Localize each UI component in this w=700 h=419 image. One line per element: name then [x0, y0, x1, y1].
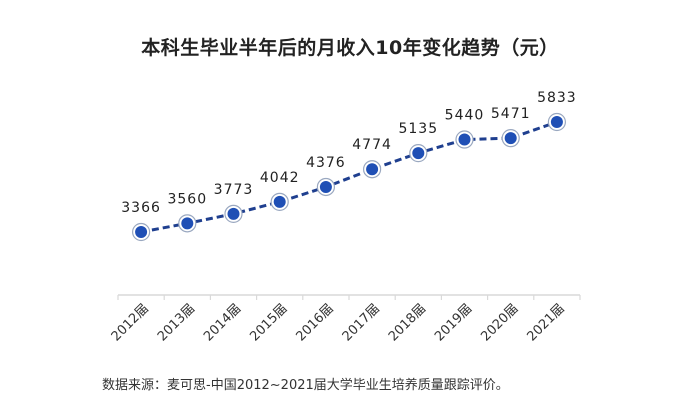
series-line: [140, 120, 558, 234]
x-tick-label: 2016届: [294, 301, 337, 344]
x-axis-tick-labels: 2012届 2013届 2014届 2015届 2016届 2017届 2018届 2019届…: [109, 301, 568, 344]
x-tick-label: 2021届: [525, 301, 568, 344]
data-point: [224, 204, 243, 223]
data-point: [501, 129, 520, 148]
data-label: 3773: [214, 182, 254, 198]
x-tick-label: 2020届: [478, 301, 521, 344]
chart-title: 本科生毕业半年后的月收入10年变化趋势（元）: [141, 37, 559, 59]
x-tick-label: 2013届: [155, 301, 198, 344]
data-point: [316, 177, 335, 197]
data-point: [547, 112, 567, 132]
x-tick-label: 2018届: [386, 301, 429, 344]
x-tick-label: 2019届: [432, 301, 475, 344]
data-point: [270, 192, 289, 211]
series-monthly-income: [132, 112, 567, 242]
data-label: 5135: [398, 121, 438, 137]
data-label: 5833: [537, 90, 577, 106]
data-label: 3366: [121, 200, 161, 216]
data-point: [363, 160, 382, 179]
x-tick-label: 2015届: [247, 301, 290, 344]
data-labels: 3366 3560 3773 4042 4376 4774 5135 5440 5471 5833: [121, 90, 577, 216]
data-label: 3560: [167, 191, 207, 207]
data-point: [455, 130, 474, 149]
data-label: 4376: [306, 155, 346, 171]
data-label: 5471: [491, 106, 531, 122]
x-tick-label: 2014届: [201, 301, 244, 344]
data-source-note: 数据来源：麦可思-中国2012~2021届大学毕业生培养质量跟踪评价。: [102, 378, 509, 393]
data-label: 5440: [445, 108, 485, 124]
data-point: [409, 144, 428, 163]
data-point: [132, 222, 151, 242]
x-tick-label: 2017届: [340, 301, 383, 344]
data-label: 4774: [352, 137, 392, 153]
x-tick-label: 2012届: [109, 301, 152, 344]
data-label: 4042: [260, 170, 300, 186]
x-axis: [117, 294, 581, 300]
data-point: [178, 214, 197, 233]
